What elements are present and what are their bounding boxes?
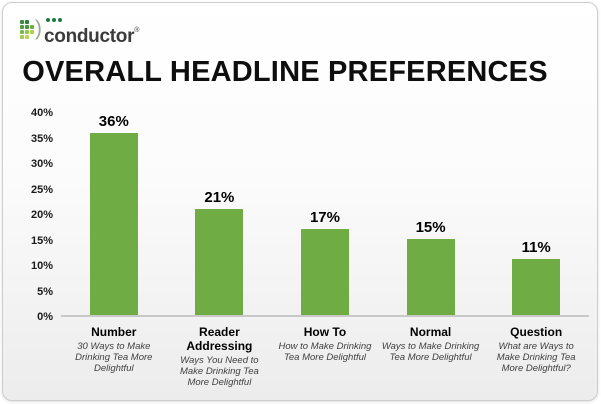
bar-reader-addressing — [195, 208, 244, 315]
y-axis: 40% 35% 30% 25% 20% 15% 10% 5% 0% — [3, 107, 53, 323]
category-name: Question — [510, 325, 563, 339]
y-tick-label: 5% — [37, 285, 53, 298]
category-label: Number 30 Ways to Make Drinking Tea More… — [61, 325, 167, 389]
category-example: Ways to Make Drinking Tea More Delightfu… — [381, 341, 480, 364]
bar-group-reader-addressing: 21% — [167, 113, 273, 315]
y-tick-label: 40% — [30, 107, 53, 119]
logo-dot-grid-icon — [20, 20, 34, 39]
category-example: Ways You Need to Make Drinking Tea More … — [179, 355, 259, 389]
logo-wordmark: conductor® — [44, 26, 140, 47]
bar-group-number: 36% — [61, 113, 167, 315]
bar-chart-plot-area: 36% 21% 17% 15% 11% — [61, 113, 589, 317]
logo-paren-icon: ) — [35, 17, 42, 40]
bar-value-label: 36% — [98, 113, 129, 131]
y-tick-label: 30% — [30, 158, 53, 170]
y-tick-label: 0% — [37, 311, 53, 323]
logo-three-dots-icon — [46, 18, 139, 22]
y-tick-label: 25% — [30, 183, 53, 196]
bar-question — [512, 259, 561, 315]
conductor-logo: ) conductor® — [20, 14, 139, 47]
bar-normal — [406, 239, 455, 315]
slide-card: ) conductor® OVERALL HEADLINE PREFERENCE… — [2, 2, 598, 401]
category-name: Normal — [409, 325, 452, 339]
y-tick-label: 35% — [30, 132, 53, 145]
category-label: Reader Addressing Ways You Need to Make … — [167, 325, 273, 389]
bar-how-to — [300, 229, 349, 315]
category-label: Normal Ways to Make Drinking Tea More De… — [378, 325, 484, 389]
category-example: How to Make Drinking Tea More Delightful — [278, 341, 372, 364]
bar-group-question: 11% — [483, 113, 589, 315]
registered-mark: ® — [134, 27, 140, 34]
y-tick-label: 20% — [30, 209, 53, 221]
bar-value-label: 15% — [415, 219, 446, 237]
category-example: 30 Ways to Make Drinking Tea More Deligh… — [75, 341, 153, 375]
category-example: What are Ways to Make Drinking Tea More … — [496, 341, 576, 375]
category-label: Question What are Ways to Make Drinking … — [483, 325, 589, 389]
bar-value-label: 11% — [521, 239, 551, 257]
bar-group-how-to: 17% — [272, 113, 378, 315]
bar-value-label: 21% — [204, 188, 235, 206]
y-tick-label: 15% — [30, 234, 53, 247]
bar-number — [89, 133, 138, 315]
y-tick-label: 10% — [30, 260, 53, 272]
conductor-logo-icon: ) — [20, 17, 42, 40]
chart-title: OVERALL HEADLINE PREFERENCES — [22, 56, 548, 88]
x-axis-labels: Number 30 Ways to Make Drinking Tea More… — [61, 325, 589, 389]
category-name: Reader Addressing — [186, 325, 253, 353]
category-name: How To — [303, 325, 347, 339]
bar-value-label: 17% — [309, 209, 340, 227]
bar-group-normal: 15% — [378, 113, 484, 315]
category-name: Number — [91, 325, 137, 339]
category-label: How To How to Make Drinking Tea More Del… — [272, 325, 378, 389]
